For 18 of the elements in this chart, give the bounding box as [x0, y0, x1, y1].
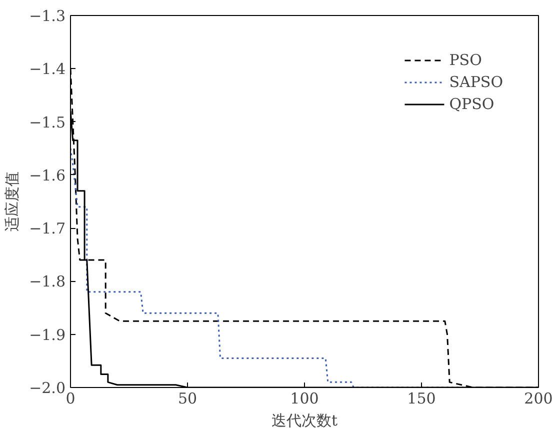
legend-label: PSO [449, 51, 482, 69]
x-tick-label: 200 [524, 390, 553, 408]
y-tick-label: −1.9 [29, 326, 66, 344]
x-axis-title: 迭代次数t [271, 412, 338, 430]
legend-label: SAPSO [449, 73, 503, 91]
y-tick-label: −1.3 [29, 7, 66, 25]
y-axis-title: 适应度值 [3, 172, 22, 232]
legend-label: QPSO [449, 95, 494, 113]
y-tick-label: −1.8 [29, 272, 66, 291]
y-tick-label: −1.5 [29, 113, 66, 132]
x-tick-label: 100 [290, 390, 319, 408]
x-tick-label: 0 [66, 390, 76, 408]
x-tick-label: 50 [178, 390, 198, 408]
y-tick-label: −1.6 [29, 166, 66, 184]
y-tick-label: −2.0 [29, 379, 66, 397]
y-tick-label: −1.7 [29, 220, 66, 238]
y-tick-label: −1.4 [29, 60, 66, 78]
x-tick-label: 150 [407, 390, 436, 408]
